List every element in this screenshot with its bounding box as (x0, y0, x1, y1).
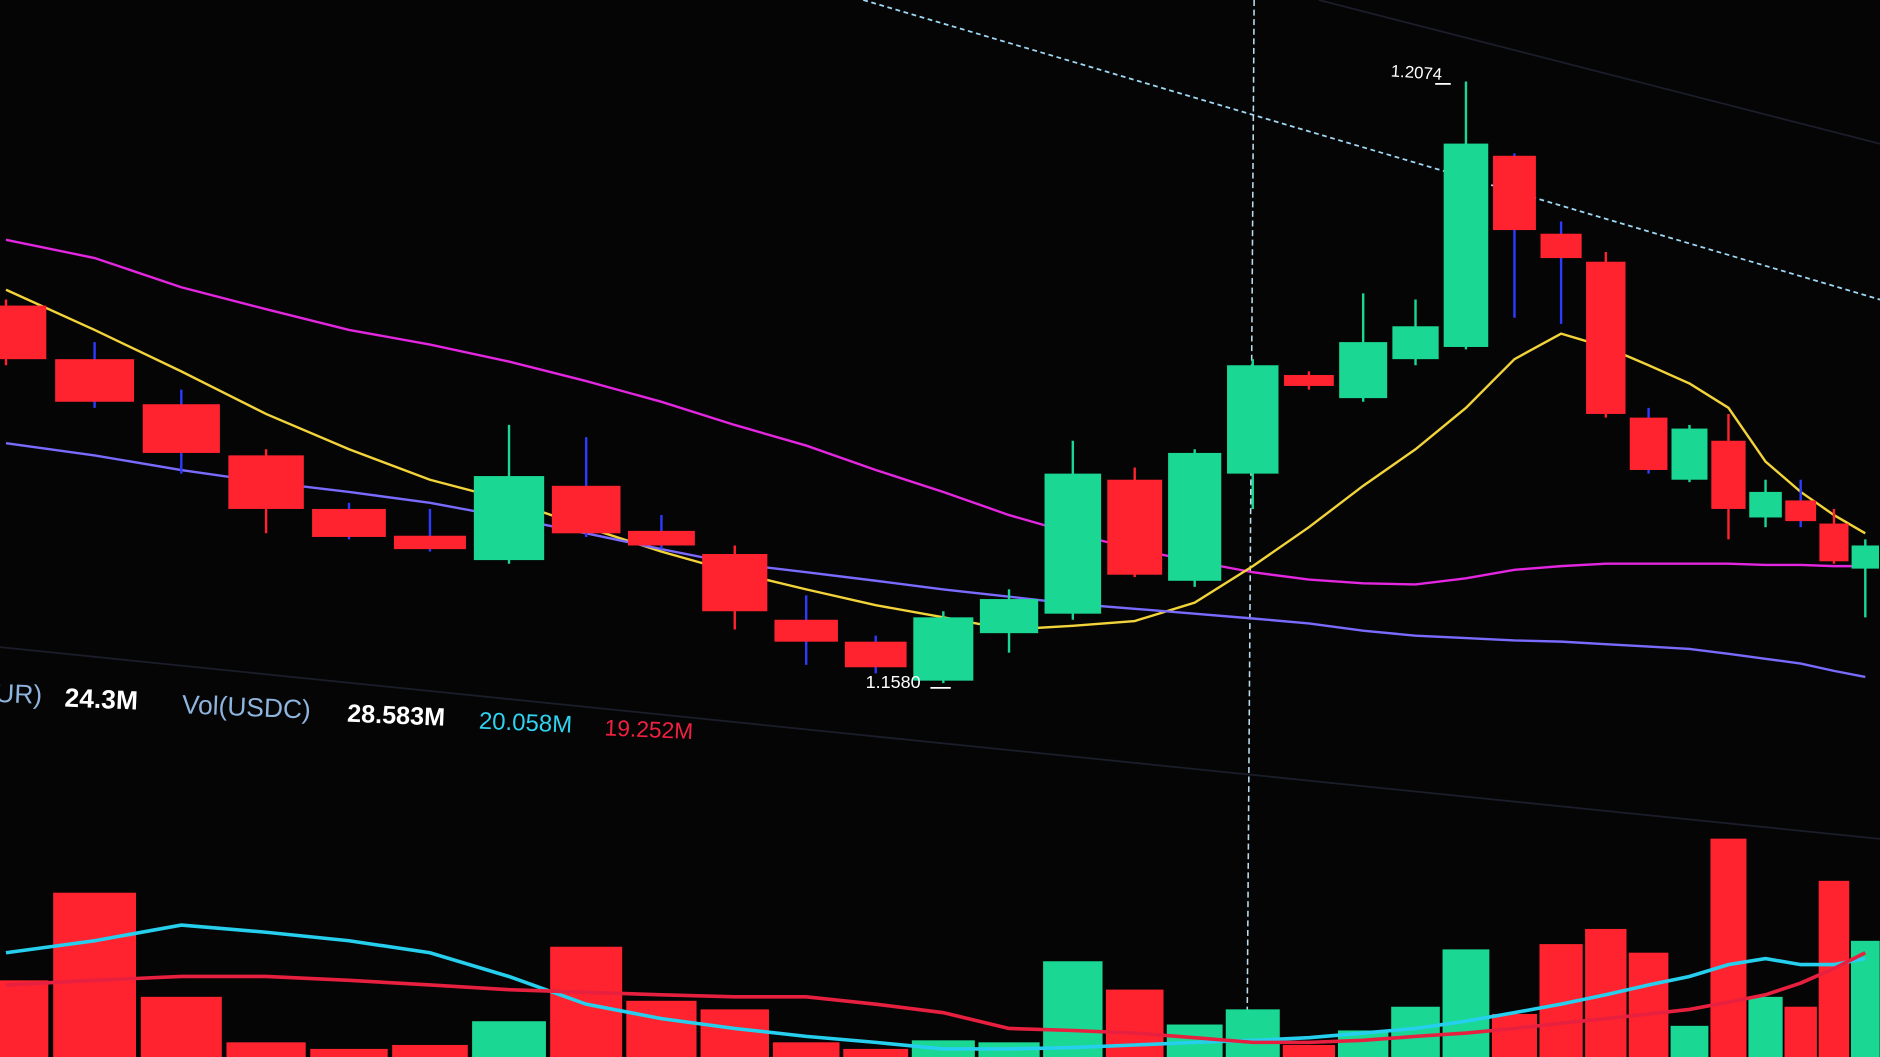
candle-body (0, 305, 47, 360)
candle-body (913, 617, 974, 681)
candle-body (1284, 374, 1334, 386)
trend-line (863, 0, 1880, 301)
volume-bar (1670, 1025, 1709, 1057)
candle-body (312, 508, 386, 537)
candle-body (1392, 326, 1439, 360)
candle-body (1443, 143, 1489, 347)
candle-body (1819, 523, 1849, 562)
volume-bar (1442, 949, 1490, 1057)
candle-body (1227, 365, 1279, 474)
volume-bar (1491, 1013, 1537, 1057)
volume-bar (226, 1042, 306, 1057)
volume-bar (1043, 961, 1103, 1057)
volume-bar (1628, 952, 1669, 1057)
volume-average-line (5, 923, 1866, 1051)
candle-body (1044, 473, 1102, 614)
candle-body (1493, 155, 1536, 231)
candle-body (393, 535, 466, 550)
moving-average-line (5, 441, 1866, 679)
legend-text: Vol(USDC) (181, 689, 311, 724)
legend-text: UR) (0, 678, 43, 710)
candle-body (1168, 452, 1222, 581)
crosshair (1246, 0, 1255, 1057)
candle-body (1107, 479, 1163, 575)
candle-body (1711, 440, 1746, 509)
volume-bar (1282, 1044, 1336, 1057)
moving-average-line (5, 238, 1866, 586)
legend-text: 19.252M (604, 714, 694, 744)
volume-bar (1710, 838, 1747, 1057)
volume-bar (550, 946, 623, 1057)
volume-bar (700, 1009, 769, 1057)
volume-average-line (5, 951, 1867, 1045)
volume-bar (1748, 996, 1783, 1057)
plot (0, 81, 1880, 1057)
volume-bar (843, 1048, 909, 1057)
candle-body (979, 599, 1039, 634)
candle-body (1749, 491, 1782, 518)
candle-body (774, 619, 838, 642)
volume-bar (0, 980, 49, 1057)
candle-body (1339, 342, 1388, 399)
candle-body (142, 404, 220, 453)
candle-body (702, 554, 768, 612)
low-label: 1.1580 (866, 672, 921, 692)
candle-body (55, 359, 135, 402)
candle-body (1785, 500, 1817, 522)
volume-bar (1391, 1006, 1440, 1057)
faint-line (1318, 0, 1880, 145)
volume-bar (472, 1021, 546, 1057)
candle-body (1540, 233, 1582, 259)
candle-body (1851, 545, 1880, 569)
volume-bar (772, 1042, 840, 1057)
legend-text: 24.3M (64, 683, 138, 716)
legend-text: 28.583M (347, 700, 446, 732)
volume-bar (1225, 1009, 1280, 1057)
candle-body (627, 530, 695, 546)
candle-body (1629, 417, 1668, 470)
volume-bar (1784, 1006, 1817, 1057)
volume-bar (140, 996, 222, 1057)
volume-bar (53, 892, 137, 1057)
legend-text: 20.058M (478, 708, 572, 739)
volume-bar (626, 1000, 697, 1057)
panel-separator (0, 646, 1880, 840)
candle-body (473, 476, 545, 561)
candle-body (228, 455, 304, 509)
candle-body (1671, 428, 1708, 480)
high-label: 1.2074 (1390, 61, 1442, 84)
volume-bar (310, 1048, 388, 1057)
candle-body (1586, 261, 1626, 414)
legend: UR) 24.3M Vol(USDC) 28.583M 20.058M 19.252M (0, 678, 694, 744)
candle-body (551, 485, 621, 534)
volume-bar (392, 1044, 468, 1057)
candle-body (844, 641, 907, 668)
